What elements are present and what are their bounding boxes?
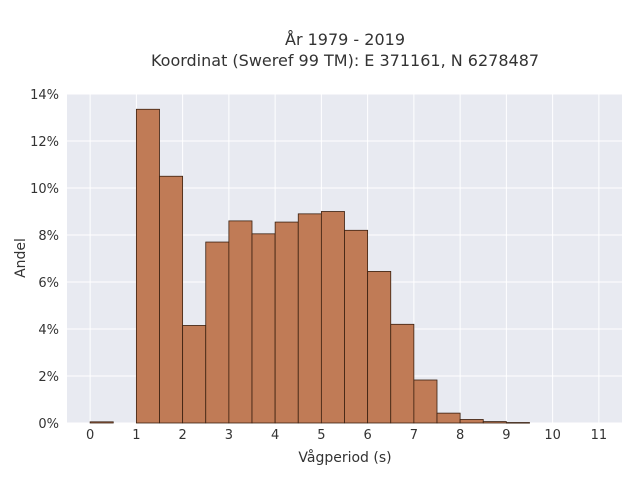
histogram-bar bbox=[89, 421, 114, 424]
y-axis-ticks: 0% 2% 4% 6% 8% 10% 12% 14% bbox=[30, 88, 59, 432]
y-tick-label: 10% bbox=[30, 182, 59, 197]
histogram-bar bbox=[320, 211, 345, 424]
histogram-bar bbox=[135, 108, 160, 424]
histogram-bar bbox=[390, 323, 415, 424]
x-tick-label: 6 bbox=[363, 428, 371, 443]
chart-title: År 1979 - 2019 bbox=[285, 30, 405, 49]
y-tick-label: 6% bbox=[38, 276, 59, 291]
y-axis-label: Andel bbox=[13, 238, 29, 278]
x-tick-label: 0 bbox=[86, 428, 94, 443]
histogram-bar bbox=[482, 421, 507, 424]
x-axis-label: Vågperiod (s) bbox=[298, 449, 391, 466]
histogram-bar bbox=[251, 233, 276, 424]
histogram-bar bbox=[159, 175, 184, 424]
histogram-bar bbox=[367, 271, 392, 424]
y-tick-label: 8% bbox=[38, 229, 59, 244]
x-tick-label: 4 bbox=[271, 428, 279, 443]
x-tick-label: 8 bbox=[456, 428, 464, 443]
y-tick-label: 14% bbox=[30, 88, 59, 103]
histogram-bar bbox=[459, 419, 484, 424]
histogram-bar bbox=[413, 379, 438, 424]
y-tick-label: 0% bbox=[38, 417, 59, 432]
x-tick-label: 10 bbox=[544, 428, 561, 443]
x-tick-label: 2 bbox=[178, 428, 186, 443]
x-tick-label: 1 bbox=[132, 428, 140, 443]
histogram-bar bbox=[274, 221, 299, 424]
chart-subtitle: Koordinat (Sweref 99 TM): E 371161, N 62… bbox=[151, 51, 539, 70]
y-tick-label: 4% bbox=[38, 323, 59, 338]
x-tick-label: 5 bbox=[317, 428, 325, 443]
x-tick-label: 7 bbox=[410, 428, 418, 443]
y-tick-label: 2% bbox=[38, 370, 59, 385]
histogram-bar bbox=[182, 325, 207, 424]
histogram-bar bbox=[297, 213, 322, 424]
histogram-bar bbox=[205, 241, 230, 424]
x-tick-label: 3 bbox=[225, 428, 233, 443]
bars bbox=[89, 108, 530, 424]
histogram-bar bbox=[436, 412, 461, 424]
x-tick-label: 11 bbox=[591, 428, 608, 443]
y-tick-label: 12% bbox=[30, 135, 59, 150]
histogram-bar bbox=[228, 220, 253, 424]
histogram-bar bbox=[344, 229, 369, 424]
x-axis-ticks: 0 1 2 3 4 5 6 7 8 9 10 11 bbox=[86, 428, 607, 443]
x-tick-label: 9 bbox=[502, 428, 510, 443]
histogram-bar bbox=[505, 422, 530, 424]
